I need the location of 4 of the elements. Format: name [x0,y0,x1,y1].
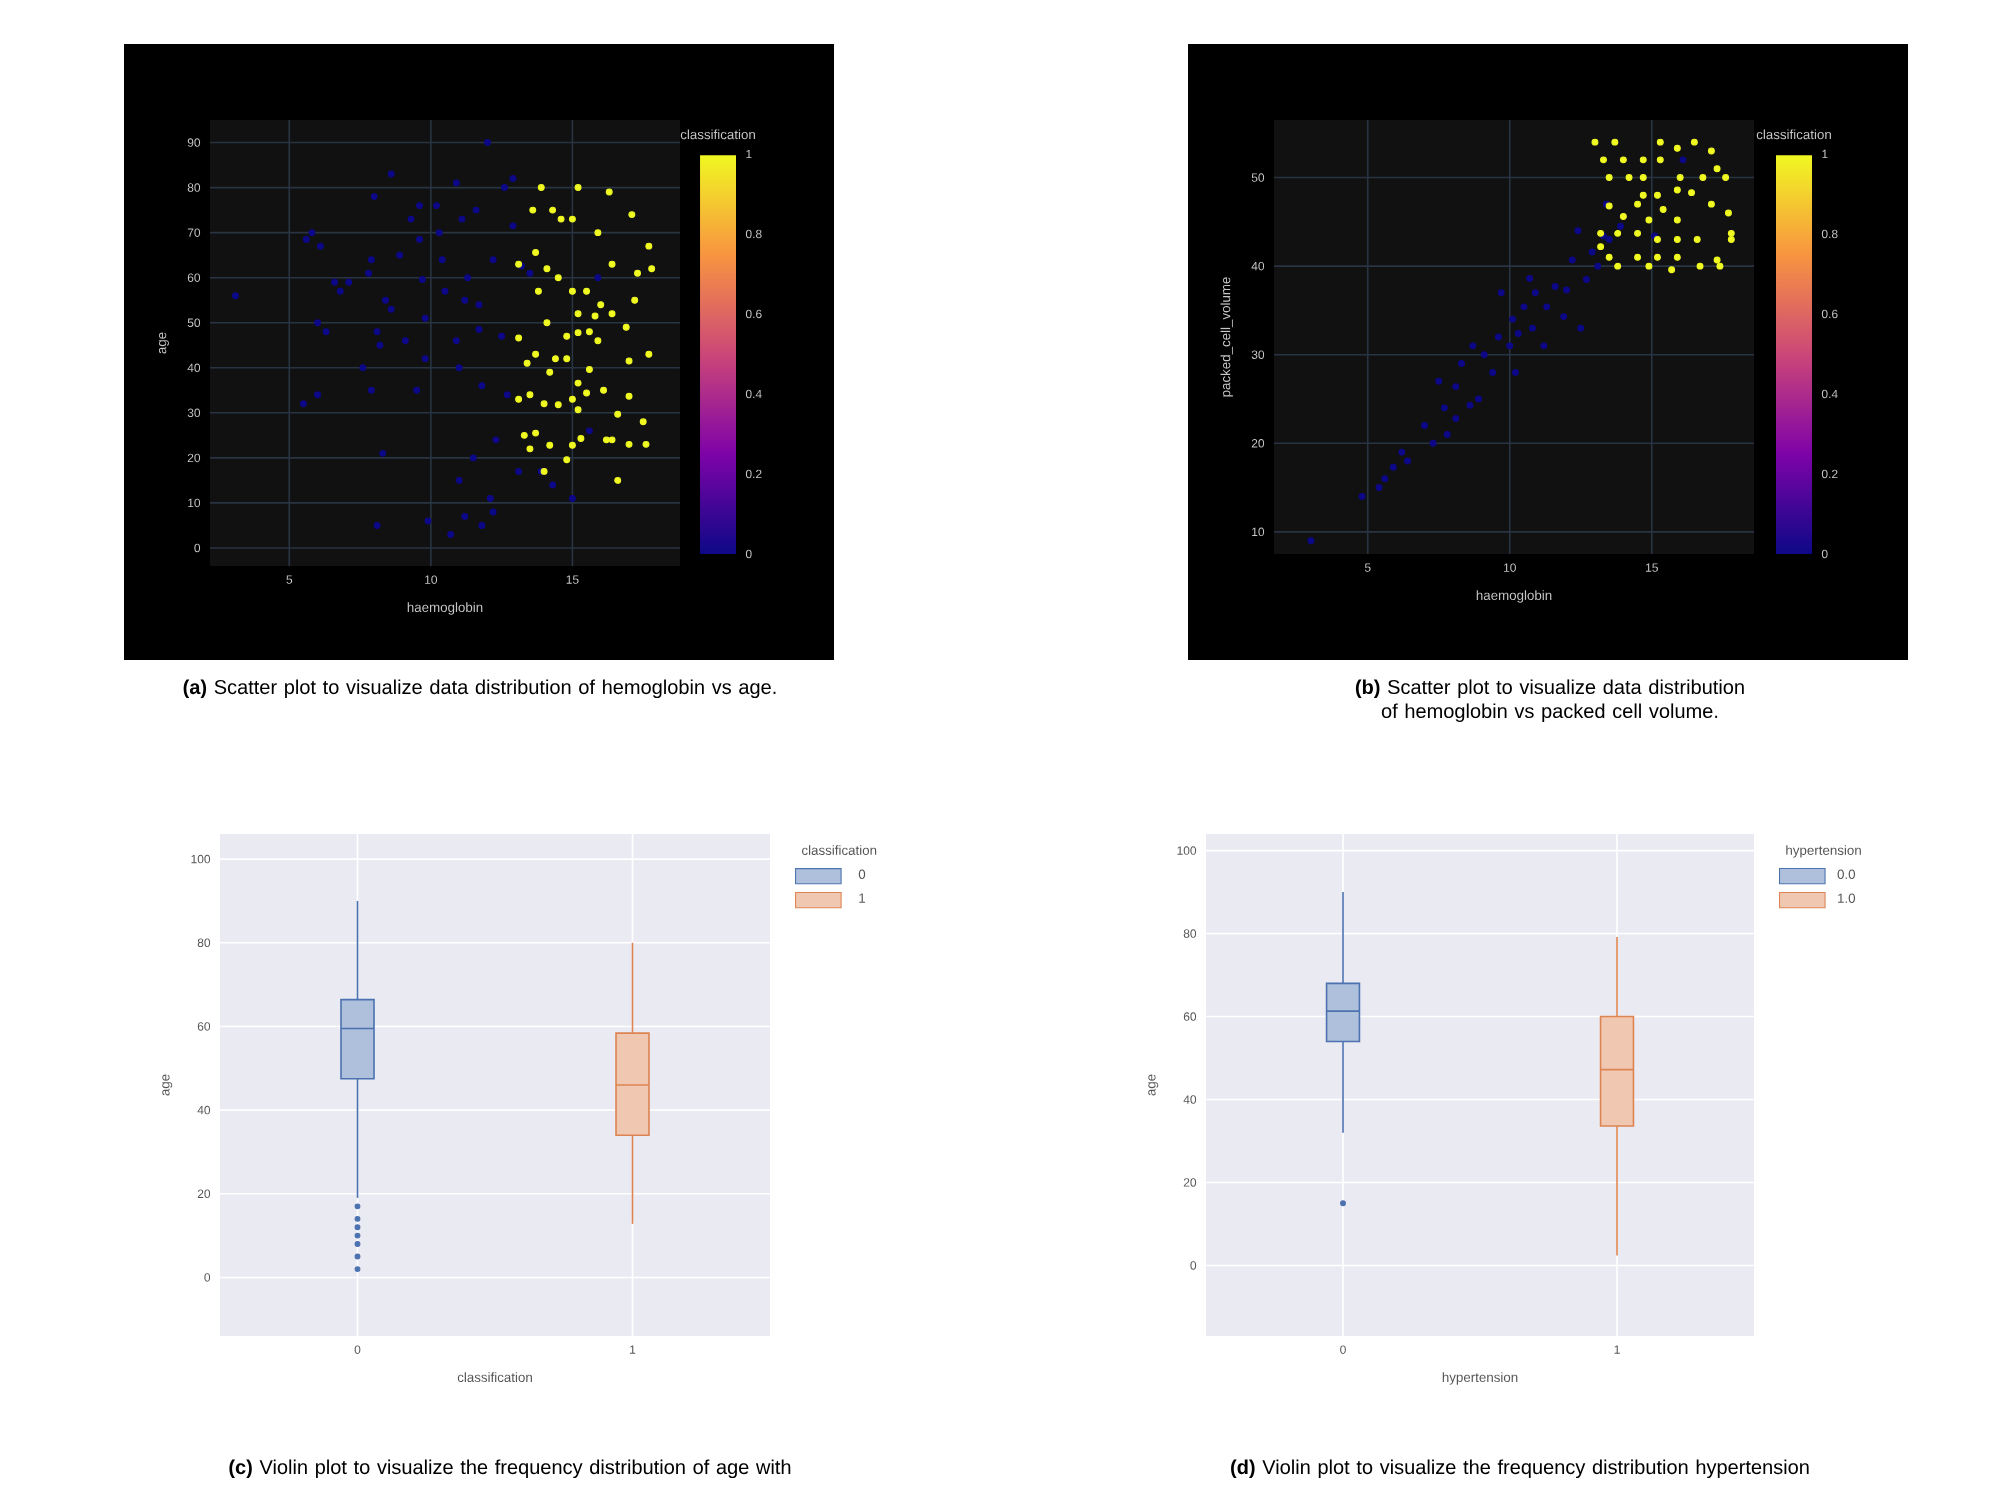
text: (b) Scatter plot to visualize data distribution of hemoglobin vs packed cell volume. [1355,679,1744,723]
text: (a) Scatter plot to visualize data distribution of hemoglobin vs age. [183,679,776,699]
text: (c) Violin plot to visualize the frequency distribution of age with [229,1459,791,1479]
text: (d) Violin plot to visualize the frequency distribution hypertension [1231,1459,1809,1479]
